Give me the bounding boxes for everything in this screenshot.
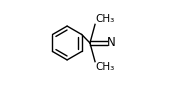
Text: N: N <box>107 36 116 50</box>
Text: CH₃: CH₃ <box>96 14 115 24</box>
Text: CH₃: CH₃ <box>96 62 115 72</box>
